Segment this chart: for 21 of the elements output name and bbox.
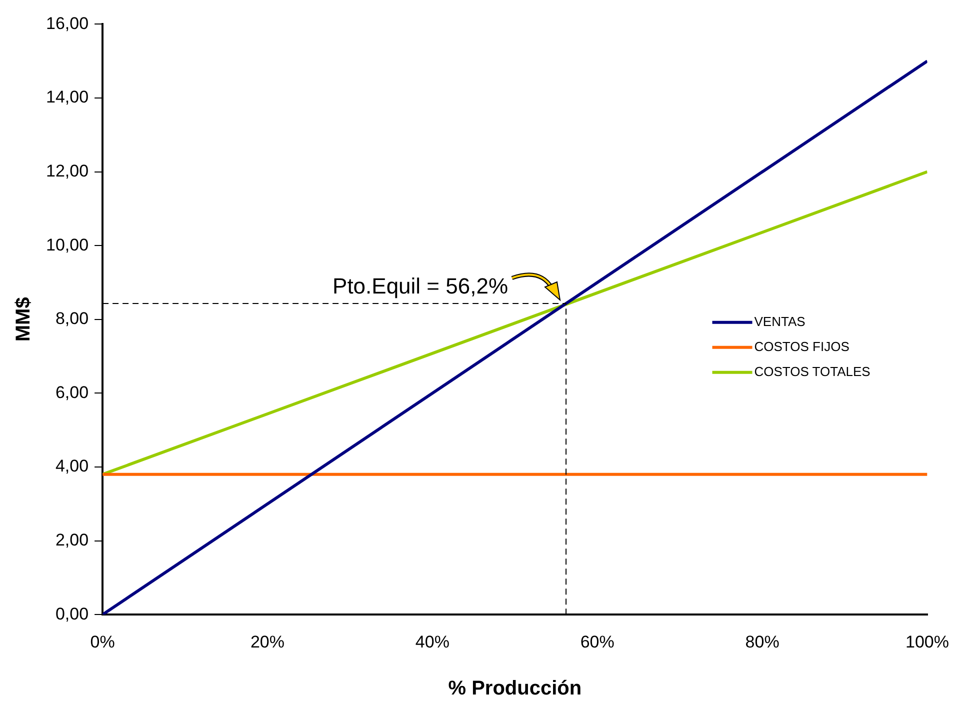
x-tick-label: 60% [580, 632, 614, 652]
y-tick-label: 0,00 [55, 604, 89, 624]
legend-label: COSTOS FIJOS [754, 338, 850, 354]
y-tick-label: 4,00 [55, 456, 89, 476]
y-tick-label: 12,00 [46, 161, 89, 180]
x-tick-label: 80% [745, 632, 780, 652]
y-tick-label: 8,00 [55, 309, 89, 328]
y-tick-label: 14,00 [46, 88, 89, 107]
x-tick-label: 20% [250, 632, 284, 652]
x-tick-label: 100% [906, 632, 949, 652]
legend-label: VENTAS [754, 314, 806, 329]
y-tick-label: 10,00 [46, 235, 89, 254]
y-tick-label: 2,00 [55, 530, 89, 550]
annotation: Pto.Equil = 56,2% [332, 274, 508, 299]
x-tick-label: 0% [90, 632, 115, 652]
x-axis-title: % Producción [448, 678, 582, 700]
y-tick-label: 16,00 [46, 14, 89, 33]
y-tick-label: 6,00 [55, 382, 89, 402]
x-tick-label: 40% [415, 632, 450, 652]
legend-label: COSTOS TOTALES [754, 364, 871, 379]
y-axis-title: MM$ [12, 297, 35, 342]
